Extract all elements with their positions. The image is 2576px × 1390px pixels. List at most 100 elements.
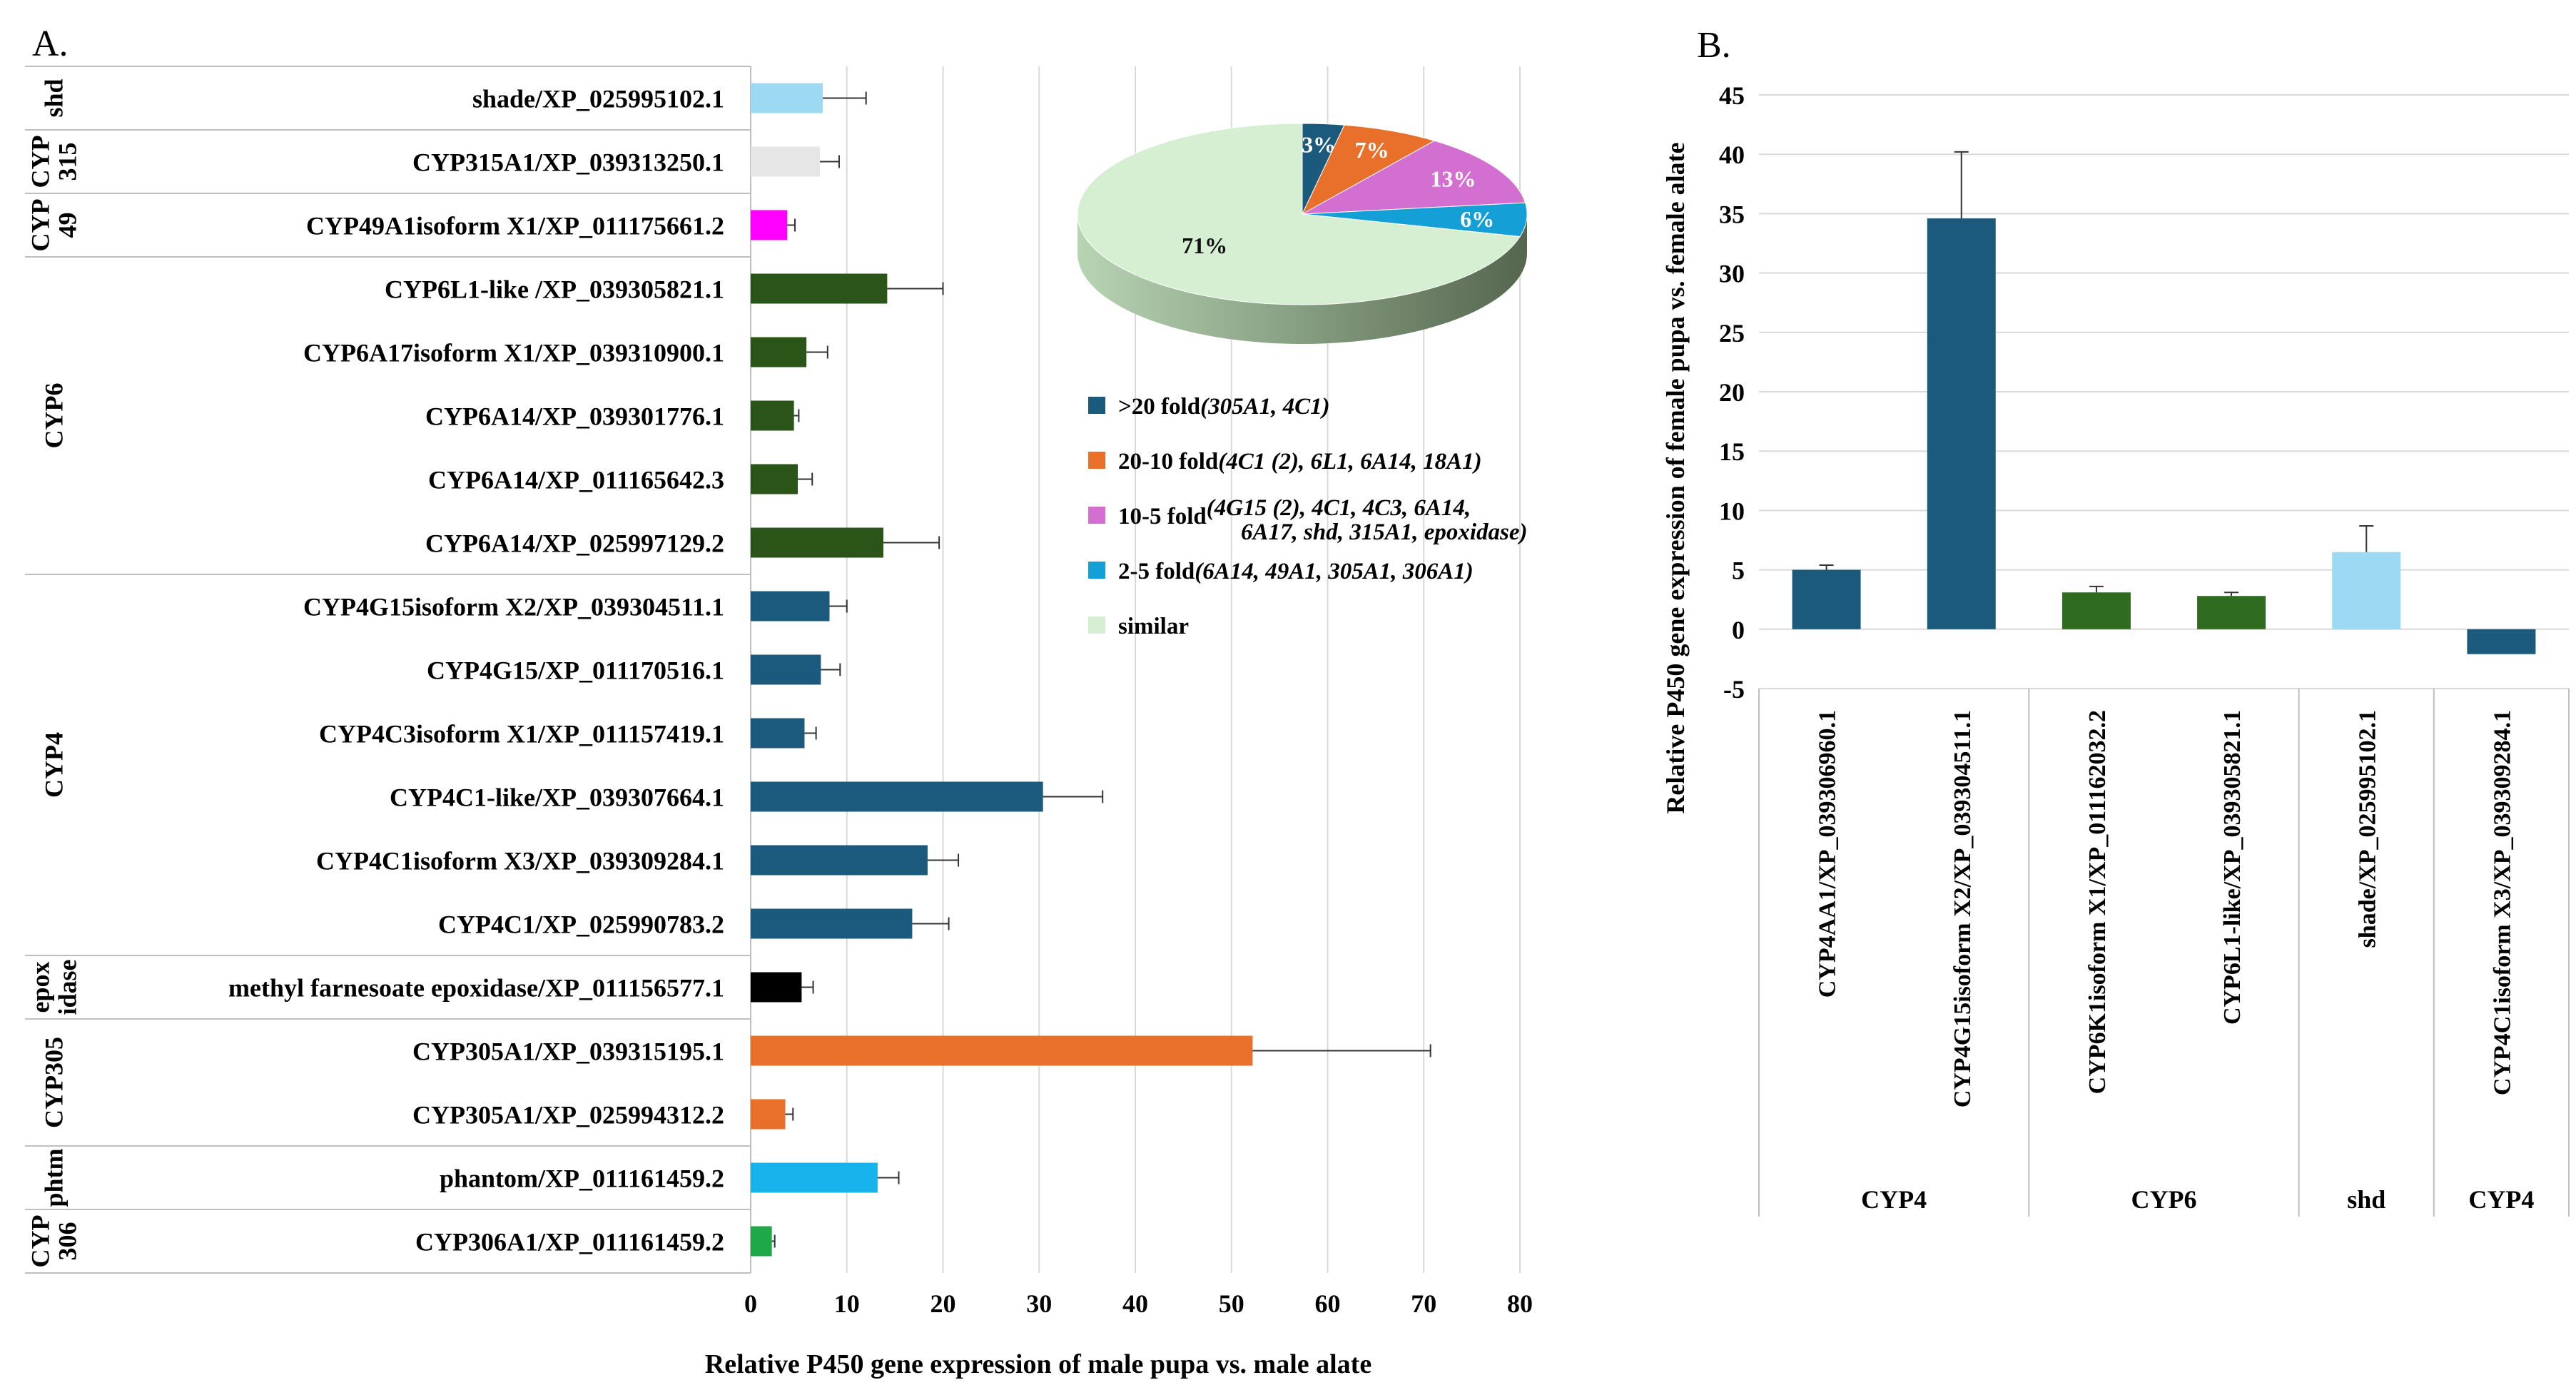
b-group-label: shd bbox=[2347, 1185, 2385, 1214]
pie-legend-prefix: similar bbox=[1118, 614, 1189, 639]
a-bar bbox=[751, 1162, 878, 1193]
pie-slice-label: 7% bbox=[1355, 137, 1389, 163]
a-group-label: phtm bbox=[40, 1148, 69, 1207]
b-ytick-label: 15 bbox=[1719, 437, 1745, 466]
pie-slice bbox=[1302, 140, 1526, 215]
a-bar bbox=[751, 273, 888, 304]
b-ytick-label: 35 bbox=[1719, 200, 1745, 228]
pie-legend-label: 20-10 fold(4C1 (2), 6L1, 6A14, 18A1) bbox=[1118, 449, 1482, 475]
pie-legend-detail-line2: 6A17, shd, 315A1, epoxidase) bbox=[1241, 519, 1528, 545]
a-bar bbox=[751, 464, 798, 494]
a-xtick-label: 40 bbox=[1122, 1289, 1148, 1318]
pie-legend-label: >20 fold(305A1, 4C1) bbox=[1118, 394, 1330, 420]
a-bar bbox=[751, 654, 821, 685]
pie-slice bbox=[1302, 202, 1528, 238]
a-bar-label: CYP305A1/XP_025994312.2 bbox=[412, 1101, 724, 1130]
a-bar bbox=[751, 146, 821, 177]
a-xtick-label: 70 bbox=[1411, 1289, 1436, 1318]
a-group-label-text: idase bbox=[54, 959, 82, 1015]
pie-legend-label: 10-5 fold(4G15 (2), 4C1, 4C3, 6A14, bbox=[1118, 495, 1471, 529]
b-bar bbox=[1927, 218, 1996, 629]
b-y-axis-title: Relative P450 gene expression of female … bbox=[1661, 142, 1690, 813]
a-bar bbox=[751, 1035, 1253, 1066]
b-bar bbox=[1792, 569, 1861, 629]
b-category-label-group: CYP4G15isoform X2/XP_039304511.1 bbox=[1949, 710, 1976, 1107]
a-xtick-label: 20 bbox=[930, 1289, 956, 1318]
a-bar bbox=[751, 591, 830, 622]
b-category-label: CYP6L1-like/XP_039305821.1 bbox=[2219, 710, 2246, 1025]
a-xtick-label: 50 bbox=[1219, 1289, 1244, 1318]
a-xtick-label: 80 bbox=[1507, 1289, 1533, 1318]
a-xtick-label: 10 bbox=[834, 1289, 860, 1318]
a-group-label-text: CYP bbox=[26, 199, 55, 252]
a-group-label: CYP49 bbox=[26, 199, 82, 252]
a-group-label-text: shd bbox=[40, 78, 69, 117]
pie-slice-label: 71% bbox=[1182, 233, 1227, 258]
a-bar bbox=[751, 210, 788, 240]
b-ytick-label: -5 bbox=[1723, 675, 1745, 704]
b-group-label: CYP4 bbox=[1861, 1185, 1927, 1214]
a-group-label: CYP306 bbox=[26, 1215, 82, 1268]
a-group-label-text: CYP4 bbox=[40, 732, 69, 798]
b-ytick-label: 0 bbox=[1732, 616, 1745, 644]
pie-legend-prefix: 10-5 fold bbox=[1118, 504, 1207, 529]
b-bar bbox=[2467, 629, 2536, 654]
b-category-label: CYP4G15isoform X2/XP_039304511.1 bbox=[1949, 710, 1976, 1107]
b-y-axis-title-group: Relative P450 gene expression of female … bbox=[1661, 142, 1690, 813]
pie-legend-prefix: >20 fold bbox=[1118, 394, 1200, 420]
b-category-label: CYP4AA1/XP_039306960.1 bbox=[1815, 710, 1841, 998]
pie-slice-label: 13% bbox=[1430, 166, 1476, 192]
a-bar-label: CYP4C1-like/XP_039307664.1 bbox=[390, 783, 724, 812]
pie-slice-label: 6% bbox=[1460, 206, 1494, 232]
a-bar-label: CYP6A14/XP_011165642.3 bbox=[428, 466, 724, 494]
a-bar bbox=[751, 781, 1043, 812]
a-group-label-text: phtm bbox=[40, 1148, 69, 1207]
b-ytick-label: 25 bbox=[1719, 319, 1745, 348]
pie-slice bbox=[1301, 124, 1436, 215]
b-bar bbox=[2332, 552, 2401, 629]
a-bar-label: CYP6L1-like /XP_039305821.1 bbox=[385, 275, 724, 304]
b-category-label-group: CYP6K1isoform X1/XP_011162032.2 bbox=[2084, 710, 2111, 1094]
pie-slice-label: 3% bbox=[1302, 131, 1336, 157]
pie-legend-detail: (4G15 (2), 4C1, 4C3, 6A14, bbox=[1207, 495, 1471, 521]
a-bar bbox=[751, 527, 883, 558]
a-bar-label: phantom/XP_011161459.2 bbox=[440, 1165, 724, 1193]
a-bar bbox=[751, 337, 807, 367]
a-group-label: epoxidase bbox=[26, 959, 82, 1015]
pie-slice bbox=[1077, 123, 1521, 305]
pie-legend-prefix: 2-5 fold bbox=[1118, 559, 1195, 584]
b-group-label: CYP4 bbox=[2468, 1185, 2534, 1214]
pie-legend-label: 2-5 fold(6A14, 49A1, 305A1, 306A1) bbox=[1118, 559, 1474, 584]
b-category-label: CYP6K1isoform X1/XP_011162032.2 bbox=[2084, 710, 2111, 1094]
pie-legend-detail: (4C1 (2), 6L1, 6A14, 18A1) bbox=[1218, 449, 1481, 475]
a-bar-label: CYP6A14/XP_039301776.1 bbox=[425, 402, 724, 431]
a-bar bbox=[751, 1226, 772, 1257]
b-ytick-label: 10 bbox=[1719, 497, 1745, 525]
a-bar-label: shade/XP_025995102.1 bbox=[472, 85, 724, 113]
a-group-label-text: 306 bbox=[54, 1222, 82, 1261]
pie-legend-swatch bbox=[1088, 617, 1105, 634]
a-bar-label: methyl farnesoate epoxidase/XP_011156577… bbox=[228, 974, 724, 1003]
a-bar bbox=[751, 845, 928, 876]
pie-legend-swatch bbox=[1088, 397, 1105, 414]
b-ytick-label: 45 bbox=[1719, 81, 1745, 110]
pie-side-wall bbox=[1077, 214, 1527, 344]
pie-legend-label: similar bbox=[1118, 614, 1189, 639]
panel-a-label: A. bbox=[32, 24, 69, 64]
a-group-label: CYP6 bbox=[40, 383, 69, 449]
a-group-label: CYP315 bbox=[26, 136, 82, 188]
b-ytick-label: 5 bbox=[1732, 557, 1745, 585]
a-group-label: CYP4 bbox=[40, 732, 69, 798]
b-ytick-label: 20 bbox=[1719, 378, 1745, 407]
panel-b-label: B. bbox=[1697, 25, 1731, 66]
a-xtick-label: 30 bbox=[1026, 1289, 1052, 1318]
b-ytick-label: 30 bbox=[1719, 260, 1745, 288]
a-bar-label: CYP315A1/XP_039313250.1 bbox=[412, 148, 724, 177]
b-category-label-group: shade/XP_025995102.1 bbox=[2354, 710, 2380, 948]
pie-legend-swatch bbox=[1088, 452, 1105, 469]
a-bar-label: CYP306A1/XP_011161459.2 bbox=[415, 1228, 724, 1257]
b-category-label: CYP4C1isoform X3/XP_039309284.1 bbox=[2489, 710, 2515, 1095]
a-group-label-text: CYP305 bbox=[40, 1037, 69, 1128]
a-group-label: shd bbox=[40, 78, 69, 117]
